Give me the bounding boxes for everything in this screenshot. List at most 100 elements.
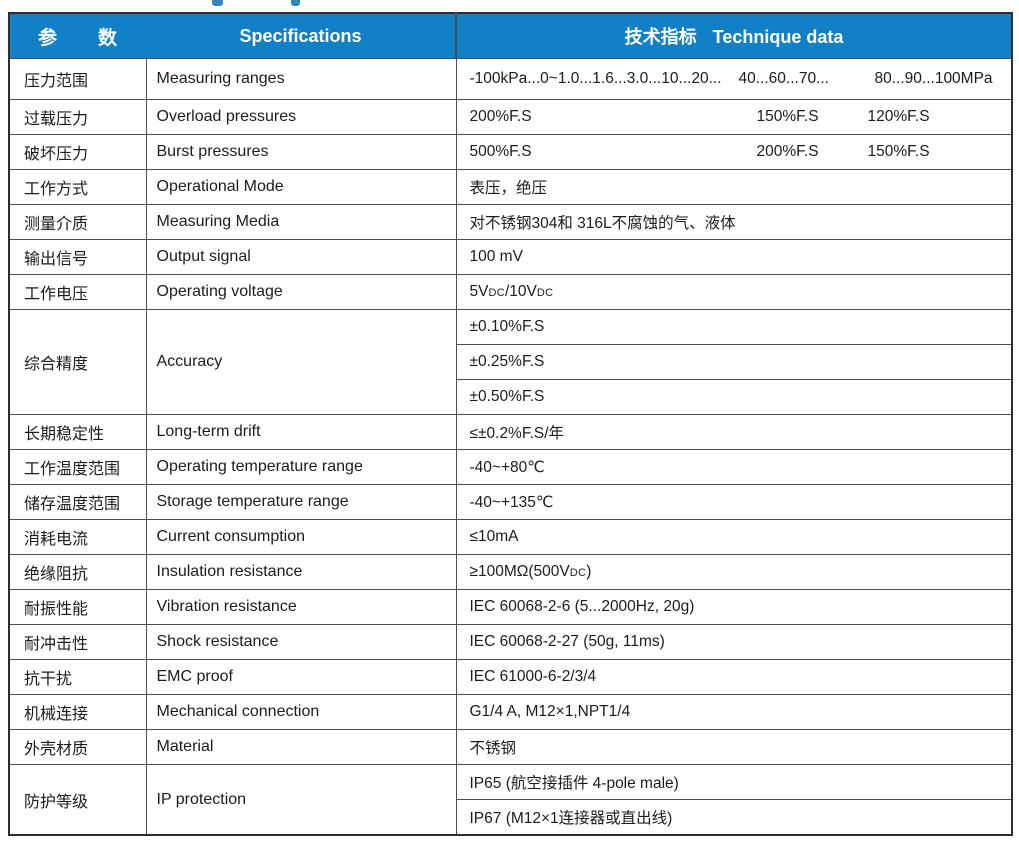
value-accuracy-1: ±0.10%F.S xyxy=(455,309,1013,345)
row-mechanical-connection: 机械连接 Mechanical connection G1/4 A, M12×1… xyxy=(8,694,1013,730)
value-overload-pressures: 200%F.S 150%F.S 120%F.S xyxy=(455,99,1013,135)
param-en: Burst pressures xyxy=(145,134,457,170)
param-zh: 绝缘阻抗 xyxy=(8,554,147,590)
param-en: Storage temperature range xyxy=(145,484,457,520)
value-shock-resistance: IEC 60068-2-27 (50g, 11ms) xyxy=(455,624,1013,660)
value-segment: 500%F.S xyxy=(469,143,532,160)
param-en: Long-term drift xyxy=(145,414,457,450)
param-zh: 抗干扰 xyxy=(8,659,147,695)
row-measuring-ranges: 压力范围 Measuring ranges -100kPa...0~1.0...… xyxy=(8,58,1013,100)
param-zh: 工作方式 xyxy=(8,169,147,205)
param-en: Material xyxy=(145,729,457,765)
row-long-term-drift: 长期稳定性 Long-term drift ≤±0.2%F.S/年 xyxy=(8,414,1013,450)
param-zh: 外壳材质 xyxy=(8,729,147,765)
row-storage-temperature: 储存温度范围 Storage temperature range -40~+13… xyxy=(8,484,1013,520)
param-zh: 长期稳定性 xyxy=(8,414,147,450)
row-operating-temperature: 工作温度范围 Operating temperature range -40~+… xyxy=(8,449,1013,485)
value-current-consumption: ≤10mA xyxy=(455,519,1013,555)
value-operating-temperature: -40~+80℃ xyxy=(455,449,1013,485)
param-en: Insulation resistance xyxy=(145,554,457,590)
value-segment: 150%F.S xyxy=(756,108,819,125)
header-specifications: Specifications xyxy=(146,13,456,59)
row-accuracy-sub: ±0.25%F.S xyxy=(9,344,1013,380)
value-accuracy-3: ±0.50%F.S xyxy=(455,379,1013,415)
value-ip65: IP65 (航空接插件 4-pole male) xyxy=(455,764,1013,800)
param-en: IP protection xyxy=(145,764,457,836)
value-text: ≥100MΩ(500V xyxy=(469,563,570,580)
row-measuring-media: 测量介质 Measuring Media 对不锈钢304和 316L不腐蚀的气、… xyxy=(8,204,1013,240)
value-burst-pressures: 500%F.S 200%F.S 150%F.S xyxy=(455,134,1013,170)
param-zh: 耐振性能 xyxy=(8,589,147,625)
value-segment: 200%F.S xyxy=(469,108,532,125)
row-accuracy-sub: ±0.50%F.S xyxy=(9,379,1013,415)
value-vibration-resistance: IEC 60068-2-6 (5...2000Hz, 20g) xyxy=(455,589,1013,625)
param-en: Operational Mode xyxy=(145,169,457,205)
row-vibration-resistance: 耐振性能 Vibration resistance IEC 60068-2-6 … xyxy=(8,589,1013,625)
row-operating-voltage: 工作电压 Operating voltage 5VDC/10VDC xyxy=(8,274,1013,310)
value-text: 5V xyxy=(469,283,489,300)
param-zh: 工作电压 xyxy=(8,274,147,310)
range-segment: -100kPa...0~1.0...1.6...3.0...10...20... xyxy=(469,70,722,87)
param-en: Operating temperature range xyxy=(145,449,457,485)
param-zh: 储存温度范围 xyxy=(8,484,147,520)
value-mechanical-connection: G1/4 A, M12×1,NPT1/4 xyxy=(455,694,1013,730)
param-zh: 测量介质 xyxy=(8,204,147,240)
param-en: Output signal xyxy=(145,239,457,275)
value-segment: 120%F.S xyxy=(867,108,930,125)
value-measuring-ranges: -100kPa...0~1.0...1.6...3.0...10...20...… xyxy=(455,58,1013,100)
header-technique-data: 技术指标 Technique data xyxy=(455,13,1012,59)
param-zh: 破坏压力 xyxy=(8,134,147,170)
row-operational-mode: 工作方式 Operational Mode 表压，绝压 xyxy=(8,169,1013,205)
row-current-consumption: 消耗电流 Current consumption ≤10mA xyxy=(8,519,1013,555)
param-en: Measuring Media xyxy=(145,204,457,240)
param-en: Vibration resistance xyxy=(145,589,457,625)
param-en: Measuring ranges xyxy=(145,58,457,100)
value-long-term-drift: ≤±0.2%F.S/年 xyxy=(455,414,1013,450)
value-ip67: IP67 (M12×1连接器或直出线) xyxy=(455,799,1013,836)
row-ip-protection-sub: IP67 (M12×1连接器或直出线) xyxy=(9,799,1013,836)
param-zh: 输出信号 xyxy=(8,239,147,275)
value-emc-proof: IEC 61000-6-2/3/4 xyxy=(455,659,1013,695)
value-dc-subscript: DC xyxy=(488,287,505,299)
cropped-text-fragment-icon xyxy=(291,0,300,6)
value-dc-subscript: DC xyxy=(569,567,587,579)
param-zh: 压力范围 xyxy=(8,58,147,100)
value-measuring-media: 对不锈钢304和 316L不腐蚀的气、液体 xyxy=(455,204,1013,240)
range-segment: 40...60...70... xyxy=(738,70,829,87)
row-ip-protection: 防护等级 IP protection IP65 (航空接插件 4-pole ma… xyxy=(8,764,1013,836)
row-accuracy: 综合精度 Accuracy ±0.10%F.S xyxy=(8,309,1013,415)
range-segment: 80...90...100MPa xyxy=(874,70,993,87)
row-emc-proof: 抗干扰 EMC proof IEC 61000-6-2/3/4 xyxy=(8,659,1013,695)
value-dc-subscript: DC xyxy=(536,287,554,299)
param-en: Overload pressures xyxy=(145,99,457,135)
param-zh: 工作温度范围 xyxy=(8,449,147,485)
value-accuracy-2: ±0.25%F.S xyxy=(455,344,1013,380)
param-zh: 防护等级 xyxy=(8,764,147,836)
specifications-table: 参 数 Specifications 技术指标 Technique data 压力… xyxy=(8,12,1013,836)
row-output-signal: 输出信号 Output signal 100 mV xyxy=(8,239,1013,275)
value-material: 不锈钢 xyxy=(455,729,1013,765)
param-zh: 机械连接 xyxy=(8,694,147,730)
param-en: Current consumption xyxy=(145,519,457,555)
cropped-text-fragment-icon xyxy=(212,0,223,6)
value-text: /10V xyxy=(504,283,537,300)
value-operating-voltage: 5VDC/10VDC xyxy=(455,274,1013,310)
value-segment: 150%F.S xyxy=(867,143,930,160)
value-storage-temperature: -40~+135℃ xyxy=(455,484,1013,520)
param-en: Accuracy xyxy=(145,309,457,415)
header-technique-zh: 技术指标 xyxy=(624,27,697,47)
row-shock-resistance: 耐冲击性 Shock resistance IEC 60068-2-27 (50… xyxy=(8,624,1013,660)
param-zh: 综合精度 xyxy=(8,309,147,415)
param-zh: 过载压力 xyxy=(8,99,147,135)
header-param: 参 数 xyxy=(9,13,146,59)
row-insulation-resistance: 绝缘阻抗 Insulation resistance ≥100MΩ(500VDC… xyxy=(8,554,1013,590)
param-en: Shock resistance xyxy=(145,624,457,660)
value-insulation-resistance: ≥100MΩ(500VDC) xyxy=(455,554,1013,590)
param-en: EMC proof xyxy=(145,659,457,695)
row-burst-pressures: 破坏压力 Burst pressures 500%F.S 200%F.S 150… xyxy=(8,134,1013,170)
param-en: Mechanical connection xyxy=(145,694,457,730)
header-technique-en: Technique data xyxy=(712,27,844,47)
param-zh: 消耗电流 xyxy=(8,519,147,555)
row-overload-pressures: 过载压力 Overload pressures 200%F.S 150%F.S … xyxy=(8,99,1013,135)
value-segment: 200%F.S xyxy=(756,143,819,160)
